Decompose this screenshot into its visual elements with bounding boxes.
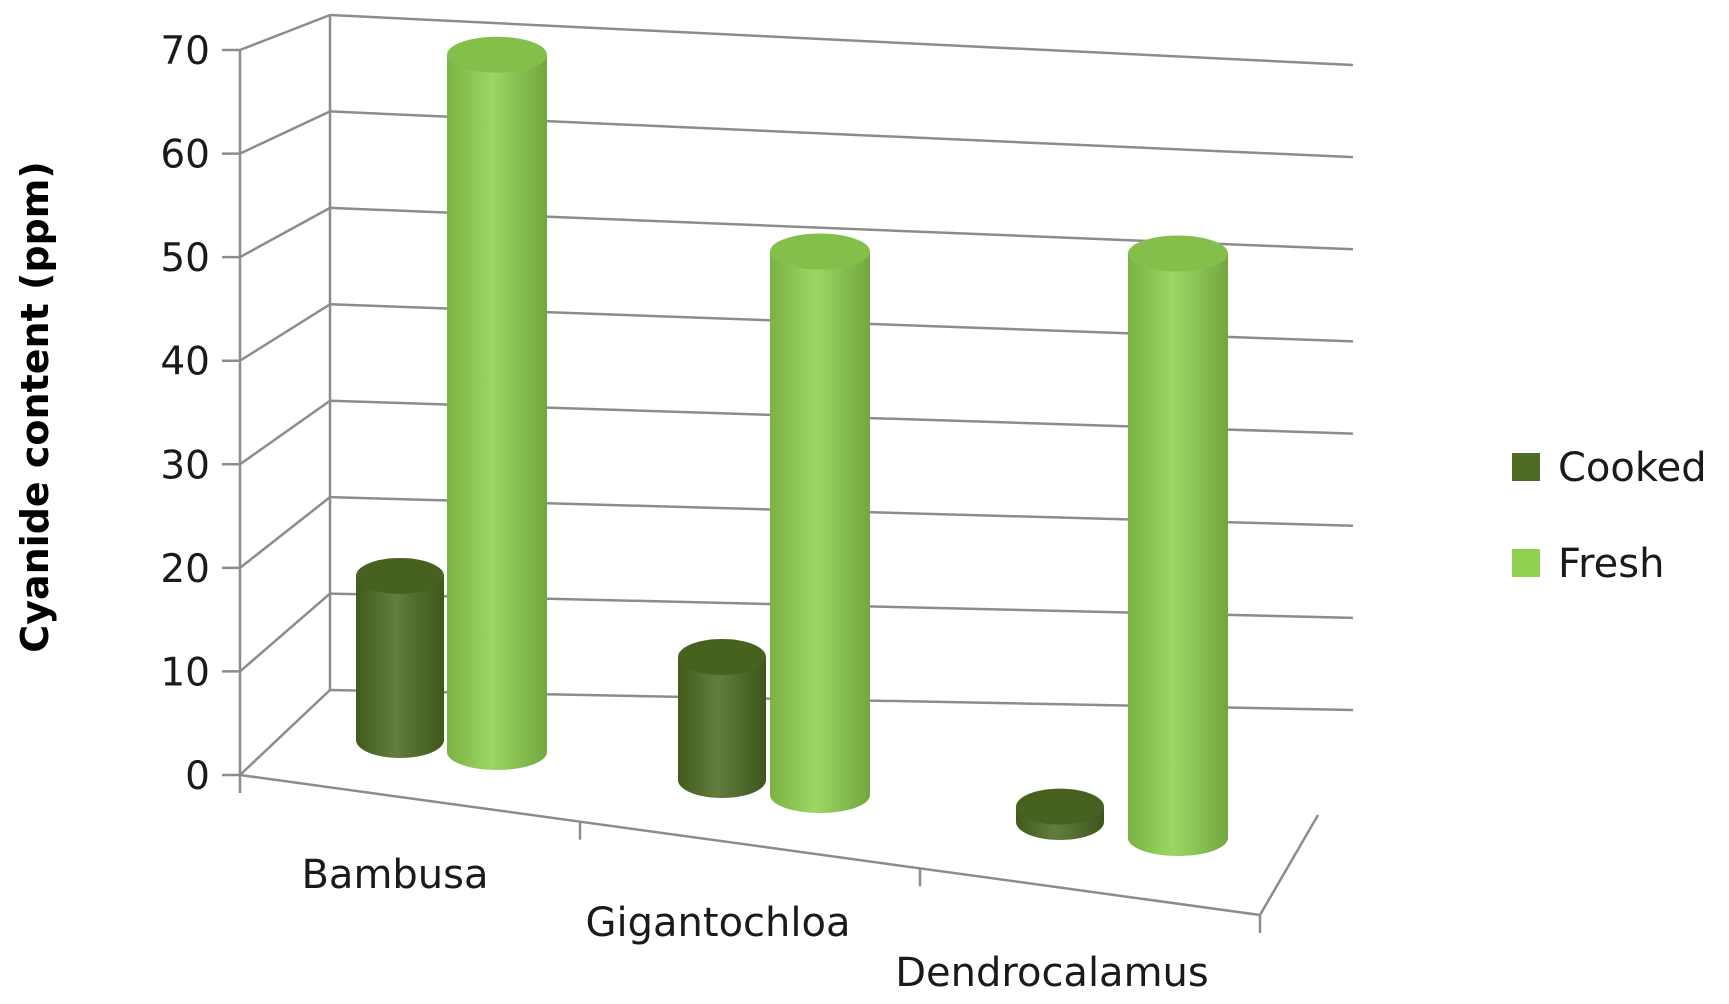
bar-layer: [356, 37, 1228, 856]
y-tick-label: 10: [160, 650, 210, 695]
gridline-side: [240, 208, 330, 257]
y-tick-label: 60: [160, 133, 210, 178]
x-category-label: Gigantochloa: [586, 900, 851, 946]
bar-fresh-gigantochloa: [770, 234, 870, 813]
y-tick-label: 70: [160, 29, 210, 74]
x-category-label: Dendrocalamus: [895, 950, 1208, 996]
legend-swatch-cooked: [1512, 453, 1540, 481]
y-tick-label: 30: [160, 443, 210, 488]
bar-top: [447, 37, 547, 73]
legend: Cooked Fresh: [1512, 445, 1707, 587]
bar-body: [356, 576, 444, 758]
gridline-side: [240, 690, 330, 775]
bar-cooked-gigantochloa: [678, 639, 766, 798]
bar-body: [770, 252, 870, 813]
bar-top: [770, 234, 870, 270]
gridline-side: [240, 594, 330, 672]
y-axis-label: Cyanide content (ppm): [13, 161, 57, 652]
y-tick-label: 40: [160, 340, 210, 385]
bar-top: [1128, 236, 1228, 272]
bar-cooked-dendrocalamus: [1016, 789, 1104, 840]
bar-body: [447, 55, 547, 770]
legend-label-cooked: Cooked: [1558, 445, 1707, 491]
bar-top: [1016, 789, 1104, 825]
bar-fresh-bambusa: [447, 37, 547, 770]
bar-body: [678, 657, 766, 798]
legend-label-fresh: Fresh: [1558, 541, 1664, 587]
gridline-side: [240, 15, 330, 50]
bar-body: [1128, 254, 1228, 856]
floor-right-edge: [1260, 815, 1318, 915]
gridline-side: [240, 497, 330, 568]
y-tick-label: 50: [160, 236, 210, 281]
bar-top: [356, 558, 444, 594]
bar-fresh-dendrocalamus: [1128, 236, 1228, 856]
bar-cooked-bambusa: [356, 558, 444, 758]
legend-swatch-fresh: [1512, 549, 1540, 577]
y-tick-label: 20: [160, 547, 210, 592]
gridline-side: [240, 304, 330, 360]
gridline-side: [240, 401, 330, 465]
label-layer: 0 10 20 30 40 50 60 70 Bambusa Gigantochloa Dendro…: [160, 29, 1208, 996]
x-category-label: Bambusa: [301, 852, 488, 898]
gridline-side: [240, 111, 330, 153]
y-tick-label: 0: [185, 754, 210, 799]
bar-top: [678, 639, 766, 675]
